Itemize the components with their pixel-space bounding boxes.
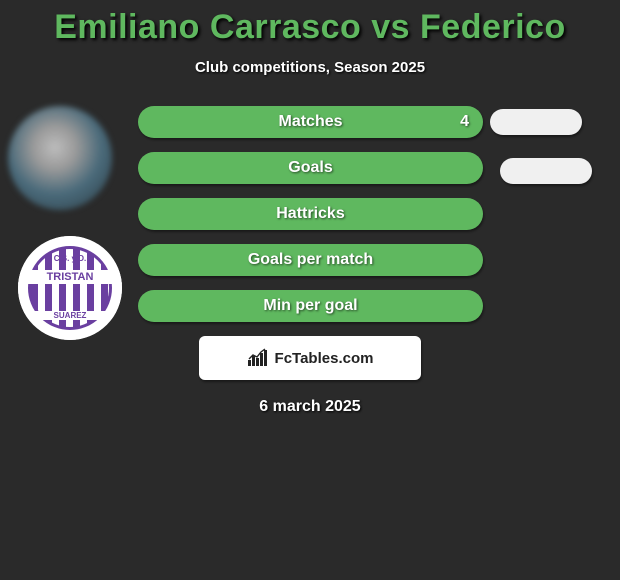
bar-chart-icon [247,348,269,368]
player-avatar [8,106,112,210]
stat-row-hattricks: Hattricks [138,198,483,230]
stat-bar: Hattricks [138,198,483,230]
attribution-text: FcTables.com [275,350,374,367]
club-logo-line3: SUAREZ [18,311,122,320]
stat-row-goals: Goals [138,152,483,184]
stat-label: Goals [138,152,483,184]
stat-label: Goals per match [138,244,483,276]
attribution-badge: FcTables.com [199,336,421,380]
player-avatar-wrap [8,106,112,210]
opponent-pill-2 [500,158,592,184]
club-logo-line1: C.S. y D. [18,254,122,263]
stat-label: Matches [138,106,483,138]
date-text: 6 march 2025 [0,398,620,416]
club-logo: C.S. y D. TRISTAN SUAREZ [18,236,122,340]
opponent-pill-1 [490,109,582,135]
stat-label: Hattricks [138,198,483,230]
stat-row-matches: Matches 4 [138,106,483,138]
stat-row-gpm: Goals per match [138,244,483,276]
stat-bar: Matches 4 [138,106,483,138]
club-logo-wrap: C.S. y D. TRISTAN SUAREZ [18,236,122,340]
stat-row-mpg: Min per goal [138,290,483,322]
stat-value: 4 [460,106,469,138]
stat-bar: Goals per match [138,244,483,276]
subtitle: Club competitions, Season 2025 [0,59,620,76]
club-logo-line2: TRISTAN [18,270,122,284]
stat-bars: Matches 4 Goals Hattricks Goals per matc… [138,106,483,322]
page-title: Emiliano Carrasco vs Federico [0,0,620,47]
stat-bar: Goals [138,152,483,184]
stat-bar: Min per goal [138,290,483,322]
stat-label: Min per goal [138,290,483,322]
comparison-content: C.S. y D. TRISTAN SUAREZ Matches 4 Goals… [0,106,620,322]
